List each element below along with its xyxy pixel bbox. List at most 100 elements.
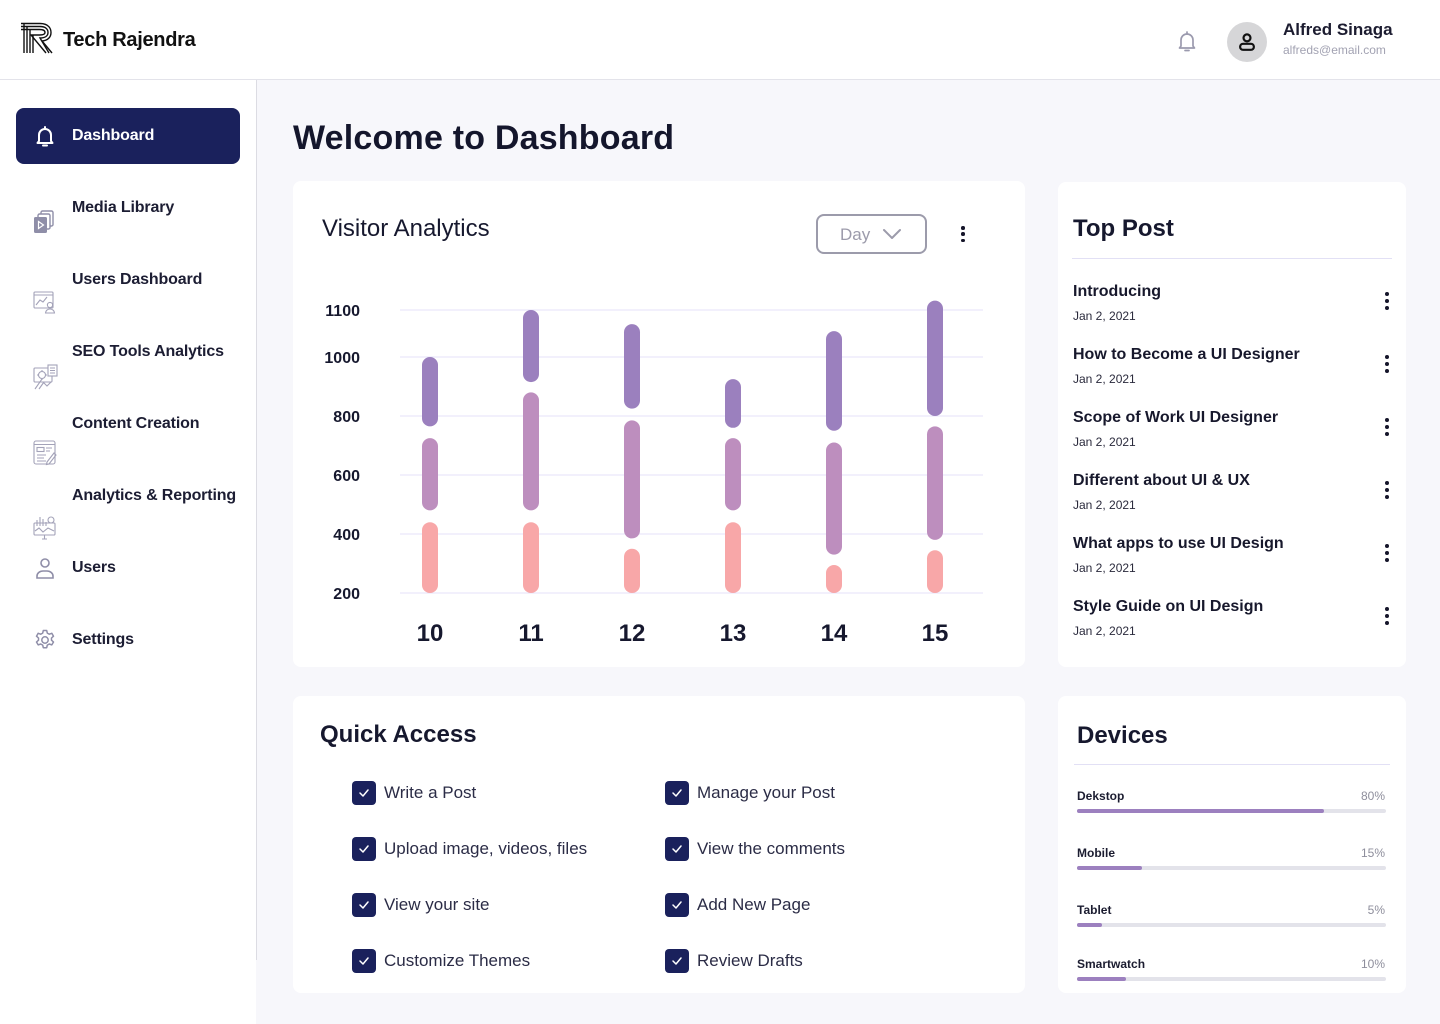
check-icon <box>359 845 369 853</box>
checkbox[interactable] <box>352 837 376 861</box>
sidebar-item-label: Analytics & Reporting <box>72 487 236 504</box>
post-date: Jan 2, 2021 <box>1073 561 1136 575</box>
visitor-analytics-title: Visitor Analytics <box>322 215 490 242</box>
sidebar-item-settings[interactable]: Settings <box>16 626 240 656</box>
post-title[interactable]: What apps to use UI Design <box>1073 535 1284 552</box>
post-date: Jan 2, 2021 <box>1073 309 1136 323</box>
bar-segment-purple[interactable] <box>826 331 842 431</box>
progress-fill <box>1077 977 1127 981</box>
x-tick-label: 15 <box>922 620 949 647</box>
list-item: Scope of Work UI Designer Jan 2, 2021 <box>1073 408 1403 471</box>
quick-access-column: Write a Post Upload image, videos, files… <box>352 781 587 1005</box>
bar-segment-purple[interactable] <box>927 300 943 416</box>
post-title[interactable]: Style Guide on UI Design <box>1073 598 1264 615</box>
sidebar-item-media-library[interactable]: Media Library <box>16 194 240 240</box>
x-tick-label: 12 <box>619 620 646 647</box>
bar-segment-pink[interactable] <box>826 564 842 593</box>
bar-segment-pink[interactable] <box>624 548 640 593</box>
check-icon <box>359 957 369 965</box>
sidebar-item-analytics-reporting[interactable]: Analytics & Reporting <box>16 482 240 542</box>
sidebar-item-label: Media Library <box>72 199 175 216</box>
bar-segment-purple[interactable] <box>725 379 741 428</box>
bar-segment-purple[interactable] <box>523 310 539 383</box>
more-vertical-icon[interactable] <box>1381 605 1393 627</box>
divider <box>1072 258 1392 259</box>
checkbox[interactable] <box>352 949 376 973</box>
quick-access-item[interactable]: Upload image, videos, files <box>352 837 587 893</box>
device-percent: 15% <box>1360 846 1385 860</box>
sidebar-item-seo-tools-analytics[interactable]: SEO Tools Analytics <box>16 338 240 392</box>
sidebar-item-users[interactable]: Users <box>16 554 240 584</box>
sidebar-item-dashboard[interactable]: Dashboard <box>16 108 240 164</box>
checkbox[interactable] <box>665 949 689 973</box>
bar-segment-mauve[interactable] <box>725 438 741 511</box>
post-title[interactable]: Different about UI & UX <box>1073 472 1250 489</box>
quick-access-item[interactable]: View the comments <box>665 837 845 893</box>
checkbox[interactable] <box>665 893 689 917</box>
gear-icon <box>35 629 55 649</box>
media-library-icon <box>34 210 54 233</box>
user-icon <box>36 558 54 579</box>
post-title[interactable]: Scope of Work UI Designer <box>1073 409 1279 426</box>
bar-segment-mauve[interactable] <box>927 426 943 540</box>
progress-track <box>1077 923 1386 927</box>
bar-segment-mauve[interactable] <box>826 442 842 555</box>
bar-segment-pink[interactable] <box>422 522 438 593</box>
notifications-button[interactable] <box>1175 29 1199 53</box>
quick-access-item[interactable]: View your site <box>352 893 587 949</box>
more-vertical-icon[interactable] <box>1381 479 1393 501</box>
bar-segment-pink[interactable] <box>725 522 741 593</box>
quick-access-title: Quick Access <box>320 721 477 748</box>
bar-segment-mauve[interactable] <box>624 420 640 539</box>
post-date: Jan 2, 2021 <box>1073 624 1136 638</box>
device-label: Tablet <box>1077 903 1112 917</box>
quick-access-item[interactable]: Write a Post <box>352 781 587 837</box>
quick-access-card: Quick Access Write a Post Upload image, … <box>293 696 1025 993</box>
quick-access-item[interactable]: Add New Page <box>665 893 845 949</box>
check-icon <box>359 901 369 909</box>
more-vertical-icon[interactable] <box>1381 353 1393 375</box>
more-vertical-icon[interactable] <box>1381 416 1393 438</box>
visitor-analytics-card: 200 400 600 800 1000 1100 10 11 12 13 14 15 Visitor… <box>293 181 1025 667</box>
y-tick-label: 200 <box>333 586 360 603</box>
bar-segment-mauve[interactable] <box>422 438 438 511</box>
bar-segment-pink[interactable] <box>927 550 943 593</box>
progress-fill <box>1077 923 1102 927</box>
checkbox[interactable] <box>352 893 376 917</box>
sidebar-item-content-creation[interactable]: Content Creation <box>16 410 240 466</box>
check-icon <box>672 845 682 853</box>
checkbox[interactable] <box>352 781 376 805</box>
quick-access-item[interactable]: Customize Themes <box>352 949 587 1005</box>
post-title[interactable]: Introducing <box>1073 283 1161 300</box>
user-icon <box>1239 33 1255 51</box>
quick-access-item[interactable]: Manage your Post <box>665 781 845 837</box>
device-percent: 5% <box>1367 903 1385 917</box>
sidebar-item-users-dashboard[interactable]: Users Dashboard <box>16 266 240 316</box>
quick-access-label: Write a Post <box>384 783 477 802</box>
range-select-value: Day <box>840 225 871 244</box>
x-tick-label: 14 <box>821 620 848 647</box>
device-label: Mobile <box>1077 846 1115 860</box>
range-select-dropdown[interactable]: Day <box>816 214 927 254</box>
quick-access-label: Upload image, videos, files <box>384 839 588 858</box>
quick-access-item[interactable]: Review Drafts <box>665 949 845 1005</box>
progress-track <box>1077 809 1386 813</box>
devices-card: Devices Dekstop 80% Mobile 15% Tablet 5%… <box>1058 696 1406 993</box>
sidebar-item-label: Dashboard <box>72 127 155 144</box>
logo-icon <box>21 22 53 54</box>
x-tick-label: 13 <box>720 620 747 647</box>
checkbox[interactable] <box>665 837 689 861</box>
list-item: Style Guide on UI Design Jan 2, 2021 <box>1073 597 1403 660</box>
devices-title: Devices <box>1077 722 1168 749</box>
more-vertical-icon[interactable] <box>1381 290 1393 312</box>
post-title[interactable]: How to Become a UI Designer <box>1073 346 1300 363</box>
checkbox[interactable] <box>665 781 689 805</box>
bar-segment-mauve[interactable] <box>523 392 539 511</box>
more-vertical-icon[interactable] <box>1381 542 1393 564</box>
bar-segment-pink[interactable] <box>523 522 539 593</box>
more-vertical-icon[interactable] <box>957 224 969 244</box>
user-email: alfreds@email.com <box>1283 43 1386 57</box>
avatar[interactable] <box>1227 22 1267 62</box>
bar-segment-purple[interactable] <box>624 324 640 409</box>
bar-segment-purple[interactable] <box>422 357 438 427</box>
